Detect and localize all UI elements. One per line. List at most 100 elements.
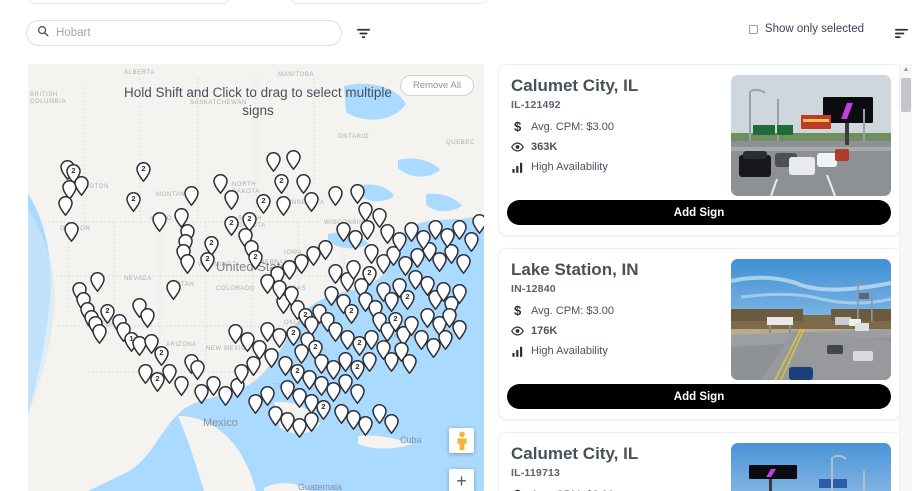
map-pin[interactable]: [358, 416, 373, 436]
map-pin[interactable]: [282, 260, 297, 280]
map-pin[interactable]: [280, 380, 295, 400]
map-pin[interactable]: [348, 230, 363, 250]
map-pin[interactable]: [248, 394, 263, 414]
map-pin[interactable]: [364, 244, 379, 264]
map-pin[interactable]: 2: [400, 290, 415, 310]
map-pin[interactable]: [314, 376, 329, 396]
map-pin[interactable]: [472, 214, 484, 234]
map-pin[interactable]: [398, 256, 413, 276]
add-sign-button[interactable]: Add Sign: [507, 200, 891, 225]
map-pin[interactable]: 2: [274, 174, 289, 194]
map-pin[interactable]: [338, 352, 353, 372]
map-pin[interactable]: [338, 374, 353, 394]
map-pin[interactable]: [260, 386, 275, 406]
map-pin[interactable]: [314, 354, 329, 374]
map-pin[interactable]: [268, 406, 283, 426]
map-pin[interactable]: [184, 186, 199, 206]
map-pin[interactable]: [92, 324, 107, 344]
map-pin[interactable]: [372, 404, 387, 424]
sign-photo[interactable]: [731, 259, 891, 380]
map-pin[interactable]: [64, 222, 79, 242]
map-pin[interactable]: [360, 220, 375, 240]
map-pin[interactable]: 2: [316, 400, 331, 420]
filter-icon[interactable]: [352, 22, 374, 44]
map-pin[interactable]: [346, 260, 361, 280]
remove-all-button[interactable]: Remove All: [399, 75, 474, 96]
map-pin[interactable]: [436, 282, 451, 302]
map-pin[interactable]: 2: [290, 364, 305, 384]
map-pin[interactable]: [266, 152, 281, 172]
sign-card[interactable]: Calumet City, IL IL-121492 $ Avg. CPM: $3.0…: [498, 64, 902, 236]
map-pin[interactable]: [284, 286, 299, 306]
sign-card[interactable]: Calumet City, IL IL-119713 $ Avg. CPM: $3.0…: [498, 432, 902, 491]
map-pin[interactable]: [58, 196, 73, 216]
map-pin[interactable]: [280, 412, 295, 432]
map-pin[interactable]: 2: [154, 346, 169, 366]
map-pin[interactable]: [350, 384, 365, 404]
scroll-up-arrow-icon[interactable]: ▲: [902, 66, 910, 73]
map-pin[interactable]: [324, 286, 339, 306]
map-pin[interactable]: [384, 292, 399, 312]
map-pin[interactable]: [294, 254, 309, 274]
map-pin[interactable]: [328, 264, 343, 284]
map-pin[interactable]: [228, 324, 243, 344]
map-pin[interactable]: [246, 356, 261, 376]
map-zoom-in-button[interactable]: +: [449, 469, 474, 491]
map-pin[interactable]: [452, 320, 467, 340]
map-pin[interactable]: [362, 352, 377, 372]
map-pin[interactable]: [414, 330, 429, 350]
map-pin[interactable]: 2: [136, 162, 151, 182]
map-pin[interactable]: [432, 252, 447, 272]
map-pin[interactable]: [152, 212, 167, 232]
map-pin[interactable]: [404, 316, 419, 336]
map-pin[interactable]: [260, 322, 275, 342]
map-pin[interactable]: [350, 184, 365, 204]
map-pin[interactable]: [464, 232, 479, 252]
show-only-selected-toggle[interactable]: Show only selected: [748, 23, 864, 35]
map-pin[interactable]: [296, 174, 311, 194]
map-pin[interactable]: [328, 186, 343, 206]
map-pin[interactable]: [218, 386, 233, 406]
map-pin[interactable]: [138, 364, 153, 384]
map-pin[interactable]: [318, 240, 333, 260]
map-pin[interactable]: [240, 332, 255, 352]
map-pin[interactable]: [452, 284, 467, 304]
map-pin[interactable]: [272, 328, 287, 348]
map-pin[interactable]: [326, 360, 341, 380]
map-pin[interactable]: 2: [256, 194, 271, 214]
map-pin[interactable]: [452, 220, 467, 240]
map-pin[interactable]: [302, 370, 317, 390]
map-pin[interactable]: [408, 270, 423, 290]
map-pin[interactable]: 2: [248, 250, 263, 270]
search-box[interactable]: [26, 20, 342, 46]
map-pin[interactable]: 2: [362, 266, 377, 286]
map-pin[interactable]: [213, 174, 228, 194]
map-pin[interactable]: [180, 254, 195, 274]
map-pin[interactable]: [416, 230, 431, 250]
map-pin[interactable]: [74, 176, 89, 196]
map-pin[interactable]: 2: [150, 372, 165, 392]
map-pin[interactable]: 2: [344, 304, 359, 324]
map-pin[interactable]: [260, 274, 275, 294]
map-pin[interactable]: [304, 412, 319, 432]
add-sign-button[interactable]: Add Sign: [507, 384, 891, 409]
map-pin[interactable]: [346, 410, 361, 430]
map-pin[interactable]: [340, 330, 355, 350]
map-pin[interactable]: [326, 382, 341, 402]
map-pin[interactable]: [272, 280, 287, 300]
map-pin[interactable]: [420, 308, 435, 328]
map-pin[interactable]: [304, 192, 319, 212]
map-pin[interactable]: 2: [100, 304, 115, 324]
search-input[interactable]: [56, 27, 331, 39]
map-pin[interactable]: [306, 246, 321, 266]
map-pin[interactable]: [364, 330, 379, 350]
map-pin[interactable]: 2: [200, 252, 215, 272]
map-canvas[interactable]: Hold Shift and Click to drag to select m…: [28, 64, 484, 491]
map-pin[interactable]: 2: [350, 360, 365, 380]
map-pin[interactable]: [380, 224, 395, 244]
map-pin[interactable]: [392, 232, 407, 252]
map-pin[interactable]: [140, 308, 155, 328]
map-pin[interactable]: [420, 276, 435, 296]
map-pin[interactable]: [456, 254, 471, 274]
sort-icon[interactable]: [890, 22, 912, 44]
